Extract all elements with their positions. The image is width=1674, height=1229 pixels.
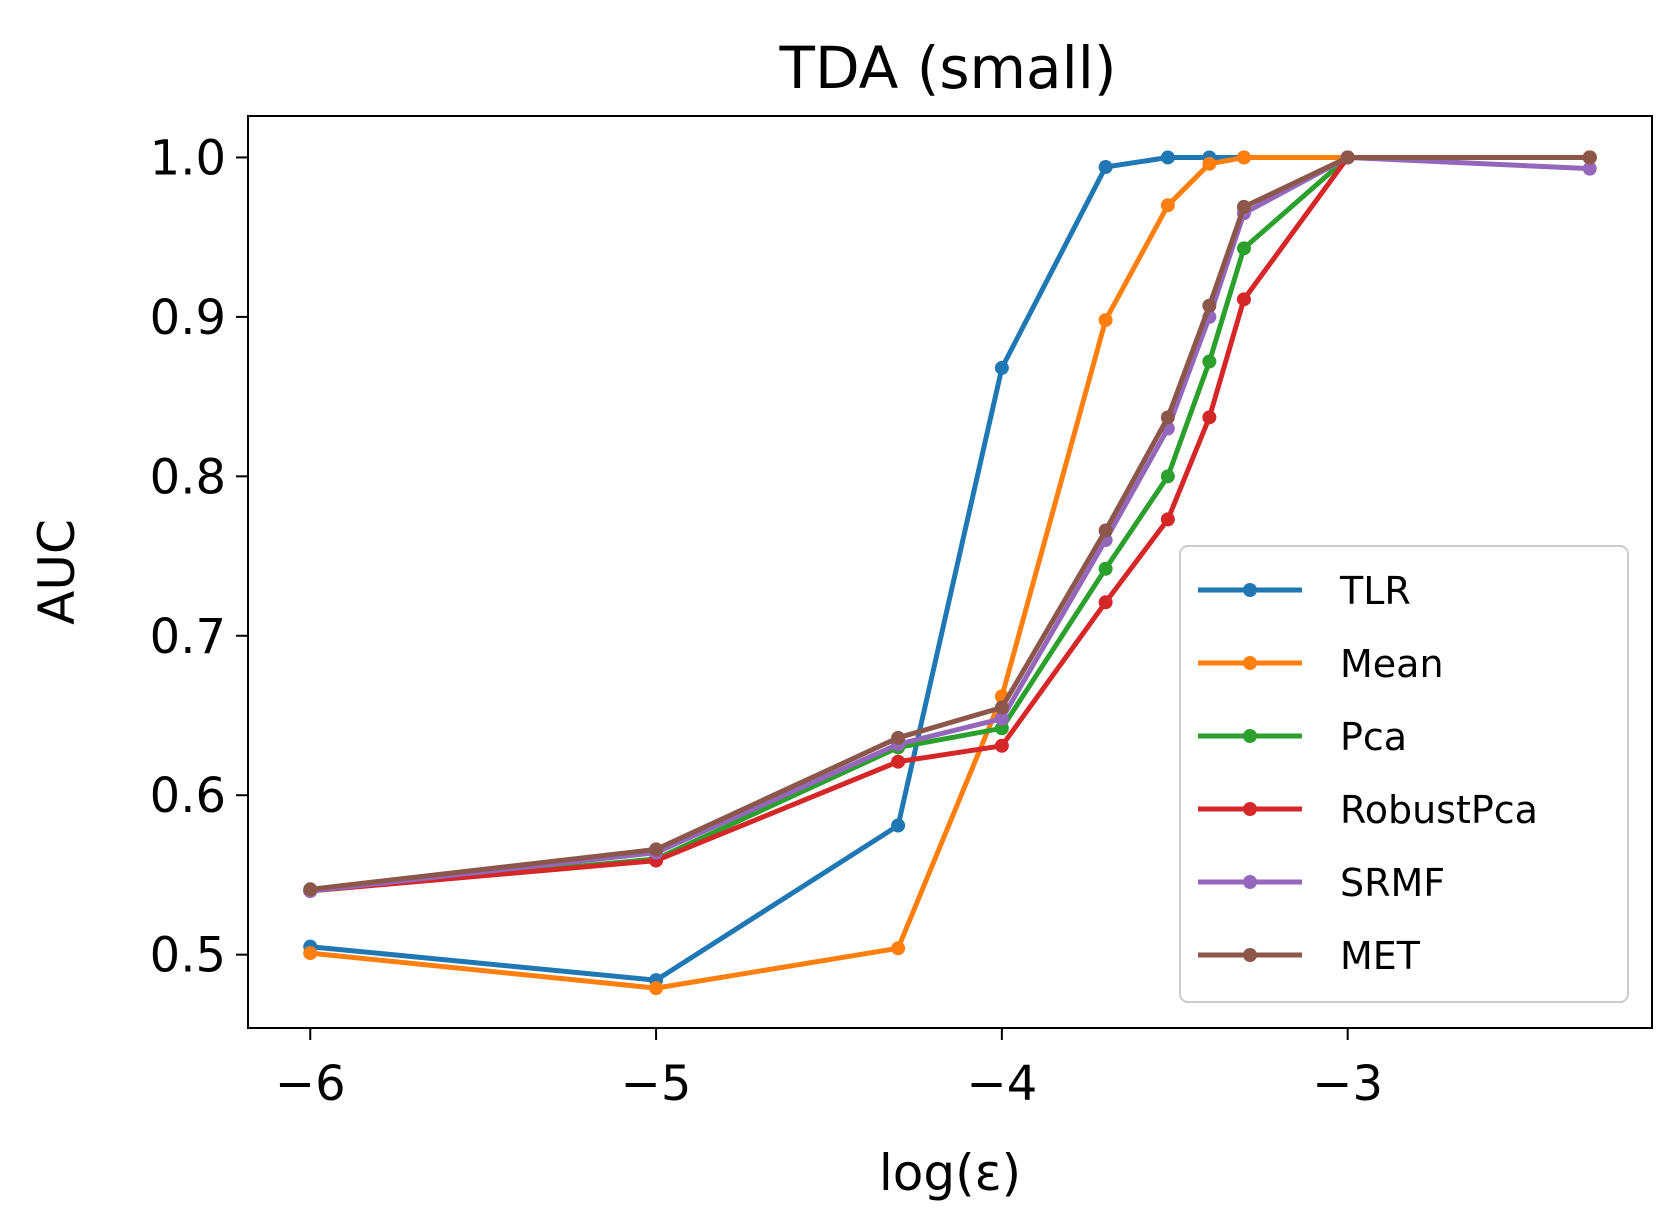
- series-line-srmf: [307, 155, 1593, 894]
- data-point-met: [303, 882, 318, 897]
- data-point-met: [1340, 150, 1355, 165]
- legend-marker-met: [1243, 948, 1257, 962]
- data-point-mean: [1160, 198, 1175, 213]
- y-tick-label: 0.7: [150, 609, 226, 665]
- data-point-mean: [1236, 150, 1251, 165]
- y-tick-label: 1.0: [150, 130, 226, 186]
- legend-label-mean: Mean: [1340, 642, 1444, 686]
- x-tick-label: −5: [621, 1056, 692, 1112]
- x-tick-label: −3: [1312, 1056, 1383, 1112]
- data-point-met: [649, 842, 664, 857]
- data-point-pca: [1098, 561, 1113, 576]
- plot-area: [247, 115, 1653, 1029]
- data-point-mean: [649, 981, 664, 996]
- data-point-robustpca: [891, 754, 906, 769]
- legend-label-pca: Pca: [1340, 715, 1407, 759]
- legend-label-tlr: TLR: [1339, 569, 1411, 613]
- legend-label-met: MET: [1340, 934, 1421, 978]
- y-axis-label: AUC: [28, 519, 86, 625]
- data-point-robustpca: [1202, 410, 1217, 425]
- legend-label-robustpca: RobustPca: [1340, 788, 1538, 832]
- series-line-robustpca: [307, 155, 1593, 894]
- data-point-pca: [1236, 241, 1251, 256]
- legend-label-srmf: SRMF: [1340, 861, 1445, 905]
- data-point-met: [1098, 523, 1113, 538]
- data-point-met: [1202, 298, 1217, 313]
- legend: TLR Mean Pca RobustPca SRMF MET: [1179, 545, 1629, 1003]
- legend-marker-pca: [1243, 729, 1257, 743]
- y-tick-label: 0.6: [150, 768, 226, 824]
- data-point-mean: [1202, 156, 1217, 171]
- data-point-srmf: [994, 711, 1009, 726]
- data-point-tlr: [1160, 150, 1175, 165]
- data-point-tlr: [994, 360, 1009, 375]
- data-point-robustpca: [1236, 292, 1251, 307]
- data-point-tlr: [891, 818, 906, 833]
- series-line-pca: [307, 155, 1593, 894]
- data-point-met: [1160, 410, 1175, 425]
- data-point-met: [1582, 150, 1597, 165]
- x-axis: −6 −5 −4 −3: [275, 1028, 1383, 1112]
- data-point-met: [891, 730, 906, 745]
- data-point-mean: [303, 946, 318, 961]
- legend-marker-srmf: [1243, 875, 1257, 889]
- legend-marker-mean: [1243, 656, 1257, 670]
- x-tick-label: −6: [275, 1056, 346, 1112]
- data-point-robustpca: [994, 738, 1009, 753]
- data-point-pca: [994, 721, 1009, 736]
- data-point-pca: [1202, 354, 1217, 369]
- data-point-srmf: [1582, 161, 1597, 176]
- series-layer: [303, 150, 1597, 996]
- series-line-met: [307, 155, 1593, 892]
- y-tick-label: 0.5: [150, 928, 226, 984]
- y-axis: 0.5 0.6 0.7 0.8 0.9 1.0: [150, 130, 248, 984]
- y-tick-label: 0.8: [150, 449, 226, 505]
- data-point-mean: [891, 941, 906, 956]
- data-point-pca: [1160, 469, 1175, 484]
- data-point-robustpca: [1160, 512, 1175, 527]
- data-point-met: [994, 700, 1009, 715]
- legend-marker-robustpca: [1243, 802, 1257, 816]
- data-point-met: [1236, 199, 1251, 214]
- legend-box: [1179, 545, 1629, 1003]
- series-met: [303, 150, 1597, 897]
- data-point-mean: [1098, 313, 1113, 328]
- series-line-mean: [307, 155, 1593, 991]
- x-tick-label: −4: [966, 1056, 1037, 1112]
- data-point-tlr: [1098, 160, 1113, 175]
- x-axis-label: log(ε): [879, 1144, 1021, 1202]
- data-point-robustpca: [1098, 595, 1113, 610]
- y-tick-label: 0.9: [150, 290, 226, 346]
- chart-title: TDA (small): [779, 34, 1117, 102]
- legend-marker-tlr: [1243, 583, 1257, 597]
